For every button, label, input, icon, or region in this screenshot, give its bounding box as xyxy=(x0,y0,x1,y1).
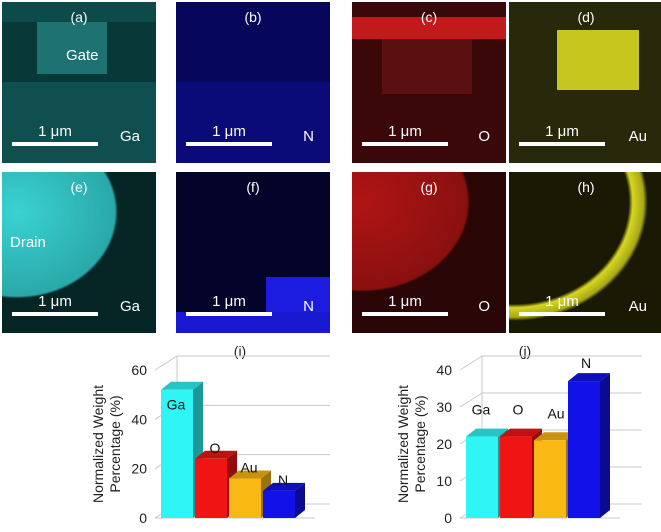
eds-map-a: (a) Gate 1 μm Ga xyxy=(2,2,156,163)
scale-bar xyxy=(519,142,605,146)
panel-label: (f) xyxy=(246,179,260,195)
y-tick-label: 30 xyxy=(436,399,452,415)
panel-label: (h) xyxy=(577,179,595,195)
bar-label-ga: Ga xyxy=(472,402,491,418)
eds-map-g: (g) 1 μm O xyxy=(352,172,506,333)
map-texture xyxy=(2,172,156,333)
panel-label: (e) xyxy=(70,179,88,195)
bar-label-ga: Ga xyxy=(167,397,186,413)
map-texture xyxy=(509,2,661,163)
bar-top-n xyxy=(263,482,305,491)
bar-chart-i: (i) Normalized WeightPercentage (%) 0 20 40 6… xyxy=(90,343,330,526)
map-texture xyxy=(176,172,330,333)
scale-bar-label: 1 μm xyxy=(212,123,246,140)
region-label-gate: Gate xyxy=(66,47,99,64)
gridline-diagonal xyxy=(459,392,483,408)
bar-au xyxy=(534,440,566,518)
bar-top-au xyxy=(534,432,576,441)
panel-label: (d) xyxy=(577,9,595,25)
scale-bar xyxy=(362,312,448,316)
bar-top-ga xyxy=(466,428,508,437)
y-axis-label: Normalized WeightPercentage (%) xyxy=(395,385,428,503)
bar-side-n xyxy=(295,482,305,518)
element-label: O xyxy=(478,298,490,315)
map-texture xyxy=(176,2,330,163)
eds-map-f: (f) 1 μm N xyxy=(176,172,330,333)
bar-top-au xyxy=(229,470,271,479)
bar-label-n: N xyxy=(278,472,288,488)
scale-bar xyxy=(186,312,272,316)
y-tick-label: 0 xyxy=(139,510,147,526)
scale-bar xyxy=(186,142,272,146)
scale-bar-label: 1 μm xyxy=(545,293,579,310)
chart-title: (i) xyxy=(234,343,246,359)
bar-chart-j: (j) Normalized WeightPercentage (%) 0 10 20 3… xyxy=(395,343,642,526)
bar-ga xyxy=(161,389,193,518)
bar-n xyxy=(568,381,600,518)
y-tick-label: 60 xyxy=(131,362,147,378)
eds-map-c: (c) 1 μm O xyxy=(352,2,506,163)
bar-top-o xyxy=(195,450,237,459)
y-tick-label: 40 xyxy=(436,362,452,378)
element-label: Ga xyxy=(119,298,140,315)
panel-label: (a) xyxy=(70,9,88,25)
scale-bar-label: 1 μm xyxy=(388,123,422,140)
bar-label-n: N xyxy=(581,355,591,371)
gridline-diagonal xyxy=(154,355,178,371)
eds-map-d: (d) 1 μm Au xyxy=(509,2,661,163)
eds-map-e: (e) Drain 1 μm Ga xyxy=(2,172,156,333)
bar-side-n xyxy=(600,373,610,518)
eds-map-h: (h) 1 μm Au xyxy=(509,172,661,333)
scale-bar xyxy=(519,312,605,316)
panel-label: (c) xyxy=(420,9,438,25)
eds-map-b: (b) 1 μm N xyxy=(176,2,330,163)
y-tick-label: 20 xyxy=(131,461,147,477)
bar-top-o xyxy=(500,428,542,437)
bar-ga xyxy=(466,436,498,518)
y-tick-label: 10 xyxy=(436,473,452,489)
y-tick-label: 20 xyxy=(436,436,452,452)
scale-bar-label: 1 μm xyxy=(212,293,246,310)
y-tick-label: 0 xyxy=(444,510,452,526)
bar-au xyxy=(229,478,261,518)
bar-top-n xyxy=(568,373,610,382)
element-label: N xyxy=(303,298,314,315)
chart-title: (j) xyxy=(519,343,531,359)
map-texture xyxy=(352,172,506,333)
scale-bar xyxy=(12,142,98,146)
scale-bar-label: 1 μm xyxy=(545,123,579,140)
bar-o xyxy=(195,458,227,518)
bar-label-au: Au xyxy=(547,405,564,421)
panel-label: (b) xyxy=(244,9,262,25)
scale-bar-label: 1 μm xyxy=(38,293,72,310)
panel-label: (g) xyxy=(420,179,438,195)
scale-bar xyxy=(12,312,98,316)
gridline-diagonal xyxy=(459,355,483,371)
y-tick-label: 40 xyxy=(131,411,147,427)
map-texture xyxy=(2,2,156,163)
element-label: O xyxy=(478,128,490,145)
bar-o xyxy=(500,436,532,518)
y-axis-label: Normalized WeightPercentage (%) xyxy=(90,385,123,503)
bar-label-au: Au xyxy=(240,460,257,476)
element-label: Au xyxy=(628,128,647,145)
bar-label-o: O xyxy=(210,440,221,456)
element-label: N xyxy=(303,128,314,145)
element-label: Ga xyxy=(119,128,140,145)
bar-n xyxy=(263,490,295,518)
scale-bar-label: 1 μm xyxy=(388,293,422,310)
scale-bar-label: 1 μm xyxy=(38,123,72,140)
region-label-drain: Drain xyxy=(10,234,46,251)
element-label: Au xyxy=(628,298,647,315)
scale-bar xyxy=(362,142,448,146)
map-texture xyxy=(352,2,506,163)
bar-top-ga xyxy=(161,381,203,390)
bar-label-o: O xyxy=(513,402,524,418)
map-texture xyxy=(509,172,661,333)
